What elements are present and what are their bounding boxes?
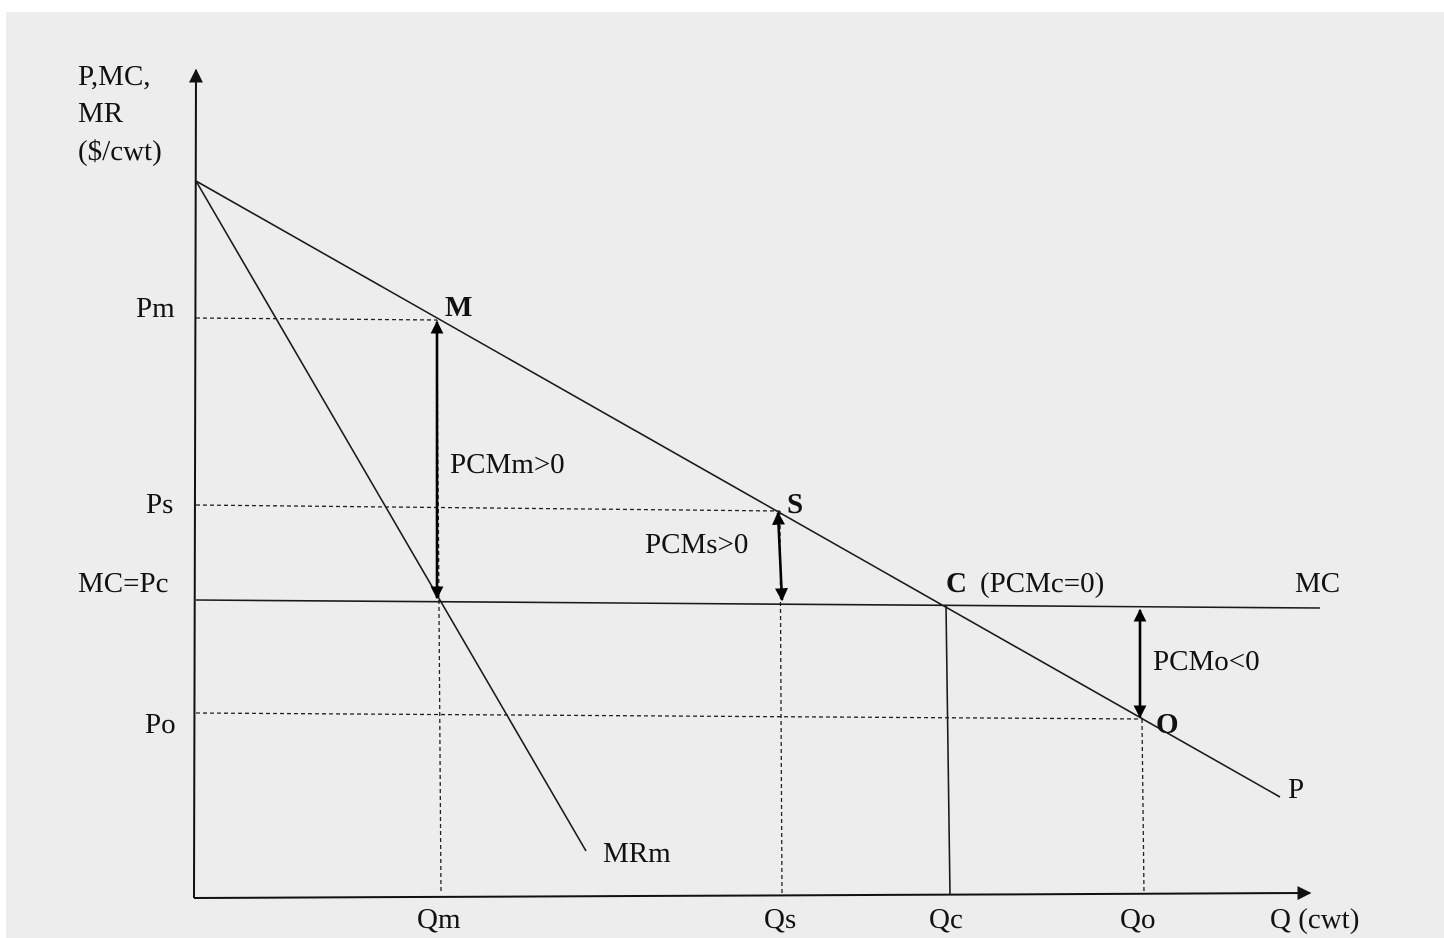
curve-label-demand: P	[1288, 773, 1304, 805]
x-axis	[193, 886, 1312, 901]
qc-line	[945, 604, 951, 896]
quantity-label-qc: Qc	[929, 903, 963, 935]
qo-guide-line	[1141, 718, 1145, 895]
quantity-label-qo: Qo	[1120, 903, 1155, 935]
ps-guide-line	[195, 504, 781, 512]
point-label-c-note: (PCMc=0)	[980, 567, 1104, 599]
demand-curve	[195, 180, 1281, 798]
marginal-revenue-curve	[195, 180, 587, 852]
x-axis-label: Q (cwt)	[1270, 903, 1359, 935]
point-label-o: O	[1156, 708, 1179, 740]
price-label-ps: Ps	[146, 488, 173, 520]
price-label-pm: Pm	[136, 292, 175, 324]
quantity-label-qs: Qs	[764, 903, 796, 935]
y-axis	[188, 68, 203, 899]
margin-label-s: PCMs>0	[645, 528, 748, 560]
point-label-s: S	[787, 488, 803, 520]
curve-label-mr: MRm	[603, 837, 671, 869]
po-guide-line	[195, 712, 1143, 720]
qm-guide-line	[436, 319, 442, 895]
point-label-c: C	[946, 567, 967, 599]
margin-label-monopoly: PCMm>0	[450, 448, 565, 480]
price-label-mc-pc: MC=Pc	[78, 567, 168, 599]
quantity-label-qm: Qm	[417, 903, 461, 935]
point-label-m: M	[445, 291, 472, 323]
curve-label-mc: MC	[1295, 567, 1340, 599]
y-axis-label-line-3: ($/cwt)	[78, 135, 162, 167]
margin-label-o: PCMo<0	[1153, 645, 1260, 677]
y-axis-label-line-1: P,MC,	[78, 60, 151, 92]
pm-guide-line	[195, 317, 438, 321]
marginal-cost-line	[195, 599, 1321, 609]
y-axis-label-line-2: MR	[78, 97, 124, 129]
diagram-background	[6, 12, 1444, 938]
pcm-s-arrow	[772, 511, 788, 602]
price-label-po: Po	[145, 708, 176, 740]
